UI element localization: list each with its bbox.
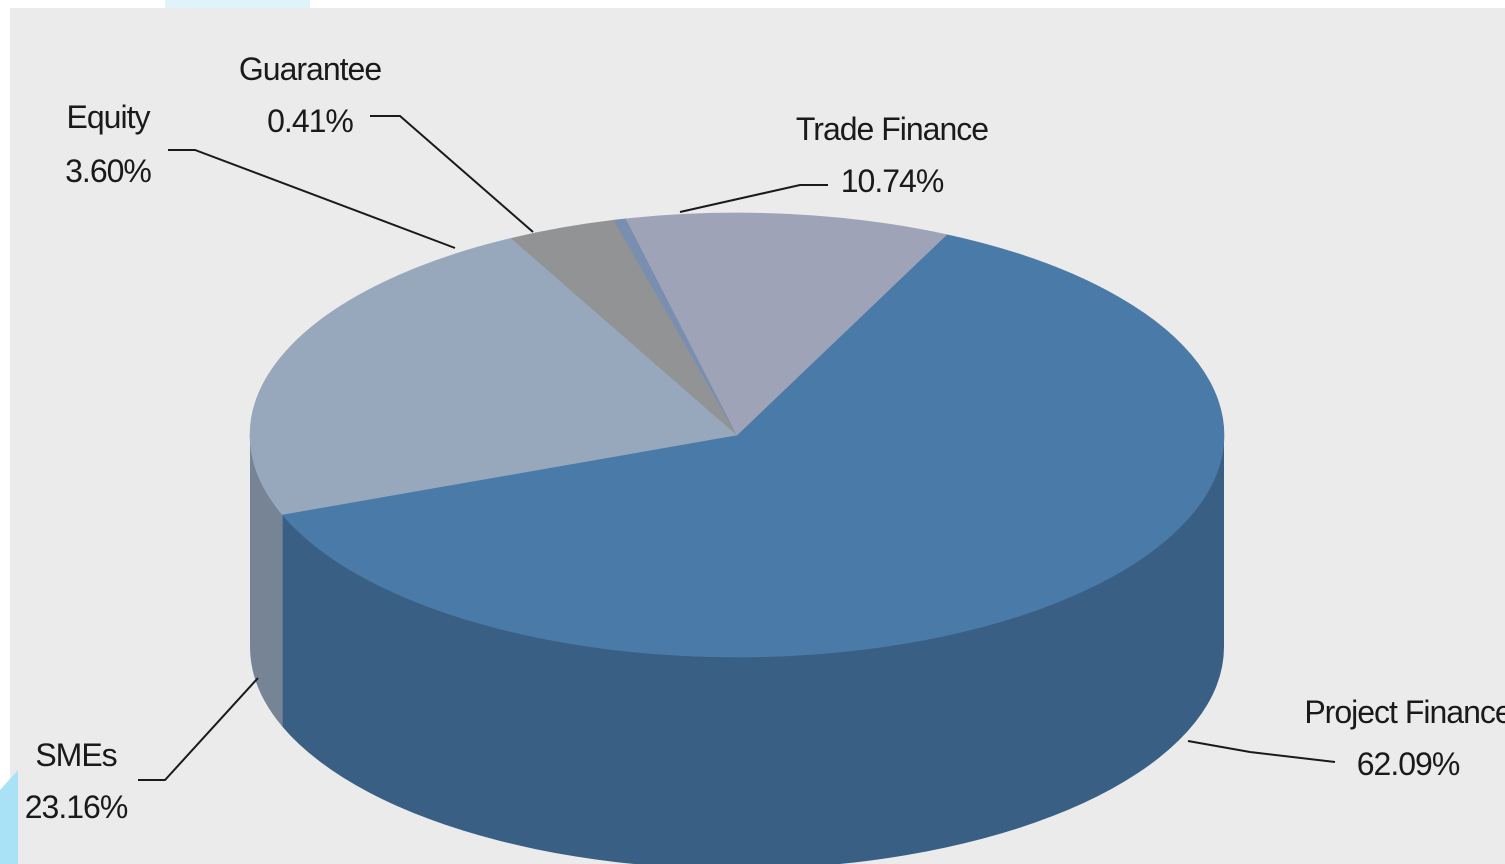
leader-line-smes xyxy=(138,677,259,781)
slice-label-trade-finance: Trade Finance xyxy=(796,111,988,147)
slice-label-project-finance: Project Finance xyxy=(1304,694,1505,730)
leader-lines xyxy=(138,115,1336,781)
leader-line-equity xyxy=(168,149,456,249)
slice-smes xyxy=(249,237,738,515)
pie-top-slices xyxy=(249,212,1225,658)
pie-side-walls xyxy=(250,435,1224,864)
slice-value-project-finance: 62.09% xyxy=(1357,746,1460,782)
left-edge-accent xyxy=(0,770,18,864)
leader-line-project-finance xyxy=(1187,740,1336,763)
slice-value-guarantee: 0.41% xyxy=(267,103,353,139)
slice-label-equity: Equity xyxy=(67,99,151,135)
leader-line-trade-finance xyxy=(679,184,828,213)
slice-value-smes: 23.16% xyxy=(25,789,128,825)
slice-value-equity: 3.60% xyxy=(65,153,151,189)
top-edge-accent xyxy=(165,0,310,8)
slice-trade-finance xyxy=(625,212,948,436)
slice-label-guarantee: Guarantee xyxy=(239,51,381,87)
slice-label-smes: SMEs xyxy=(35,737,116,773)
slice-side-smes xyxy=(250,435,283,727)
slice-project-finance xyxy=(281,234,1225,658)
leader-line-guarantee xyxy=(370,115,534,233)
slice-labels: Project Finance 62.09% SMEs 23.16% Equity 3.6… xyxy=(25,51,1505,825)
slice-side-project-finance xyxy=(282,435,1224,864)
slice-value-trade-finance: 10.74% xyxy=(841,163,944,199)
